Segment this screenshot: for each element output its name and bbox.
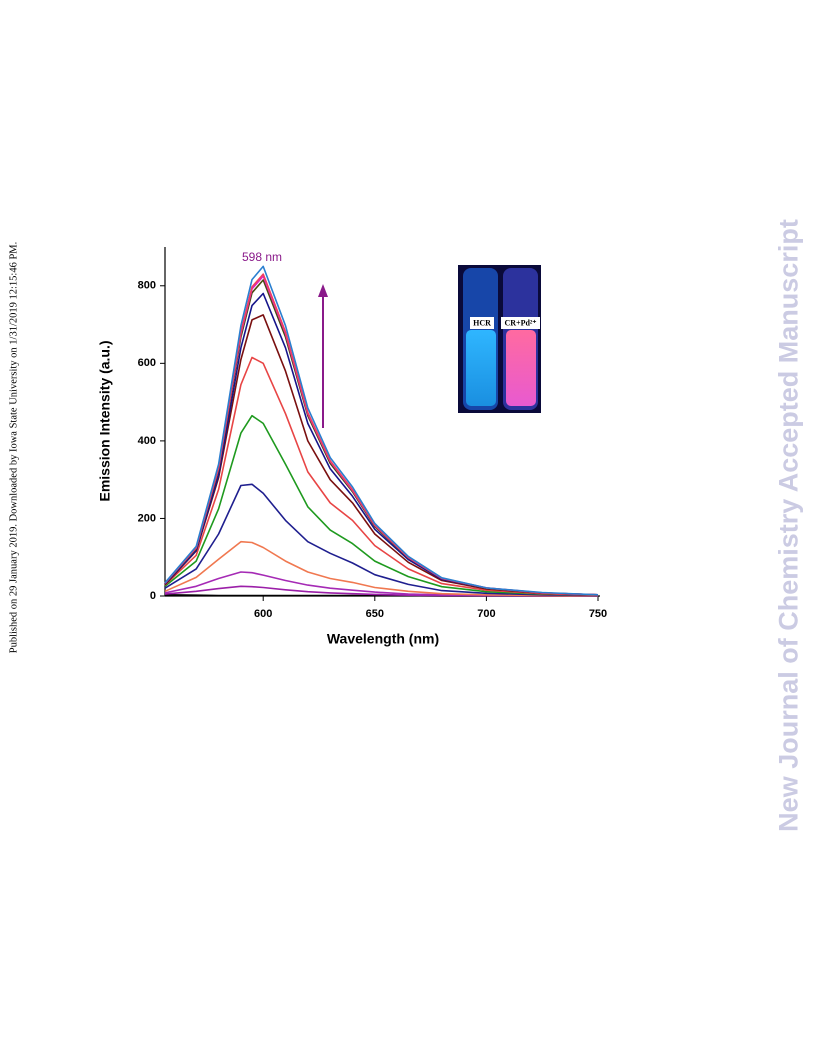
x-tick-label: 750: [589, 608, 607, 620]
emission-curve: [164, 571, 599, 597]
emission-curve: [164, 540, 599, 597]
emission-curve: [164, 265, 599, 596]
inset-photo: HCR CR+Pd²⁺: [458, 265, 541, 413]
arrow: [318, 284, 328, 428]
x-tick-label: 600: [254, 608, 272, 620]
y-tick-label: 200: [138, 512, 156, 524]
emission-curve: [164, 483, 599, 597]
y-tick-label: 400: [138, 435, 156, 447]
y-tick-label: 600: [138, 357, 156, 369]
y-axis-label: Emission Intensity (a.u.): [97, 340, 113, 501]
inset-label: HCR: [473, 318, 491, 327]
y-tick-label: 800: [138, 280, 156, 292]
x-tick-label: 700: [477, 608, 495, 620]
x-axis-label: Wavelength (nm): [327, 631, 439, 647]
inset-label: CR+Pd²⁺: [504, 318, 536, 327]
peak-annotation: 598 nm: [242, 250, 282, 264]
emission-curve: [164, 356, 599, 596]
emission-curve: [164, 414, 599, 596]
y-tick-label: 0: [150, 590, 156, 602]
x-tick-label: 650: [366, 608, 384, 620]
emission-curve: [164, 314, 599, 596]
